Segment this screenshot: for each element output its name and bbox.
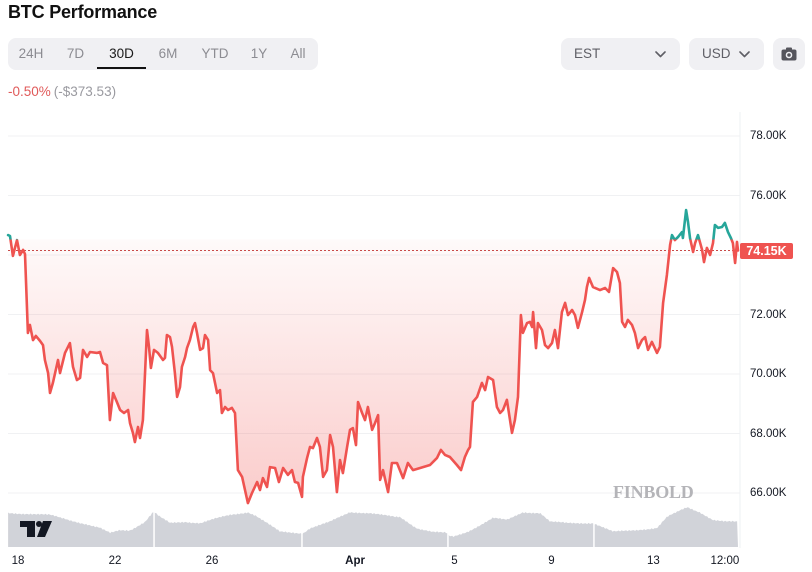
finbold-watermark: FINBOLD	[613, 482, 694, 502]
x-tick-label: 26	[205, 555, 219, 567]
x-tick-label: 9	[548, 555, 555, 567]
y-tick-label: 70.00K	[750, 368, 787, 380]
tab-7d[interactable]: 7D	[66, 46, 85, 61]
y-tick-label: 68.00K	[750, 427, 787, 440]
currency-value: USD	[702, 46, 731, 61]
x-tick-label-month: Apr	[345, 555, 365, 567]
tab-1y[interactable]: 1Y	[250, 46, 268, 61]
x-tick-label: 18	[11, 555, 25, 567]
page-title: BTC Performance	[8, 2, 158, 22]
x-tick-label: 5	[451, 555, 458, 567]
price-line-down	[9, 239, 740, 505]
tab-24h[interactable]: 24H	[18, 46, 44, 61]
volume-separators	[153, 500, 595, 547]
y-tick-label: 66.00K	[750, 487, 787, 499]
timezone-select[interactable]: EST	[561, 38, 680, 70]
tab-ytd[interactable]: YTD	[201, 46, 229, 61]
x-tick-label: 22	[108, 555, 122, 567]
current-price-label: 74.15K	[740, 242, 793, 259]
tradingview-logo-icon[interactable]	[20, 521, 52, 537]
range-tabs: 24H 7D 30D 6M YTD 1Y All	[8, 38, 318, 70]
tab-30d[interactable]: 30D	[97, 38, 146, 70]
y-tick-label: 72.00K	[750, 308, 787, 321]
x-tick-label: 13	[646, 555, 660, 567]
volume-pane	[8, 500, 739, 547]
timezone-value: EST	[574, 46, 601, 61]
tab-6m[interactable]: 6M	[158, 46, 178, 61]
price-area-fill	[10, 239, 738, 504]
change-amount: (-$373.53)	[53, 84, 117, 99]
volume-area	[8, 507, 739, 547]
screenshot-button[interactable]	[773, 38, 805, 70]
camera-icon	[781, 47, 797, 61]
chevron-down-icon	[655, 51, 666, 58]
y-tick-label: 78.00K	[750, 130, 787, 142]
change-percent: -0.50%	[8, 84, 51, 99]
chevron-down-icon	[739, 51, 750, 58]
y-tick-label: 76.00K	[750, 189, 787, 202]
x-tick-label: 12:00	[710, 555, 740, 567]
tab-all[interactable]: All	[290, 46, 306, 61]
performance-change: -0.50% (-$373.53)	[8, 84, 116, 99]
currency-select[interactable]: USD	[689, 38, 764, 70]
